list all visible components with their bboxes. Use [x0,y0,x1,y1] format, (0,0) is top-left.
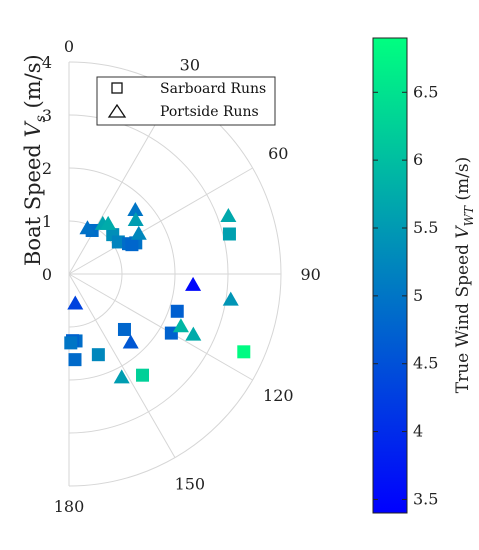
starboard-run-point [222,227,236,241]
starboard-run-point [68,353,82,367]
legend-triangle-marker [107,103,127,118]
angle-tick-label: 180 [54,497,85,516]
portside-run-point [185,276,202,291]
starboard-run-point [170,304,184,318]
portside-run-point [130,225,147,240]
starboard-run-point [111,235,125,249]
colorbar-tick-label: 4 [413,422,423,441]
colorbar-tick-label: 5.5 [413,218,438,237]
starboard-run-point [64,336,78,350]
colorbar-tick-label: 6 [413,150,423,169]
colorbar [372,37,408,514]
portside-run-point [79,220,96,235]
colorbar-tick-label: 5 [413,286,423,305]
radial-tick-label: 2 [42,159,52,178]
radial-tick-label: 4 [42,53,52,72]
radial-tick-label: 3 [42,106,52,125]
portside-run-point [127,201,144,216]
polar-grid [68,61,282,487]
radial-tick-label: 1 [42,212,52,231]
legend: Sarboard Runs Portside Runs [96,76,276,126]
portside-run-point [67,295,84,310]
portside-run-point [113,369,130,384]
starboard-run-point [237,345,251,359]
angle-spoke-5 [68,273,176,458]
angle-tick-label: 60 [268,144,288,163]
radial-tick-label: 0 [42,265,52,284]
portside-run-point [185,326,202,341]
colorbar-tick-label: 3.5 [413,489,438,508]
angle-tick-label: 150 [175,474,206,493]
starboard-run-point [136,368,150,382]
starboard-run-point [91,348,105,362]
legend-square-marker [111,82,123,94]
angle-tick-label: 0 [64,37,74,56]
angle-spoke-2 [68,167,253,275]
angle-spoke-4 [68,273,253,381]
portside-run-point [100,215,117,230]
legend-box [96,76,276,126]
angle-tick-label: 90 [301,265,321,284]
angle-tick-label: 120 [263,386,294,405]
data-points [64,201,251,384]
colorbar-tick-label: 4.5 [413,354,438,373]
colorbar-ticks: 3.5 4 4.5 5 5.5 6 6.5 [373,82,438,508]
starboard-run-point [117,322,131,336]
starboard-run-point [125,238,139,252]
legend-label-sarboard: Sarboard Runs [160,81,266,97]
colorbar-tick-label: 6.5 [413,82,438,101]
portside-run-point [222,291,239,306]
portside-run-point [220,207,237,222]
portside-run-point [122,334,139,349]
colorbar-label: True Wind Speed VWT (m/s) [453,157,476,394]
portside-run-point [127,211,144,226]
y-axis-label: Boat Speed Vs (m/s) [21,54,49,266]
legend-label-portside: Portside Runs [160,104,259,120]
portside-run-point [172,318,189,333]
angle-tick-label: 30 [180,56,200,75]
